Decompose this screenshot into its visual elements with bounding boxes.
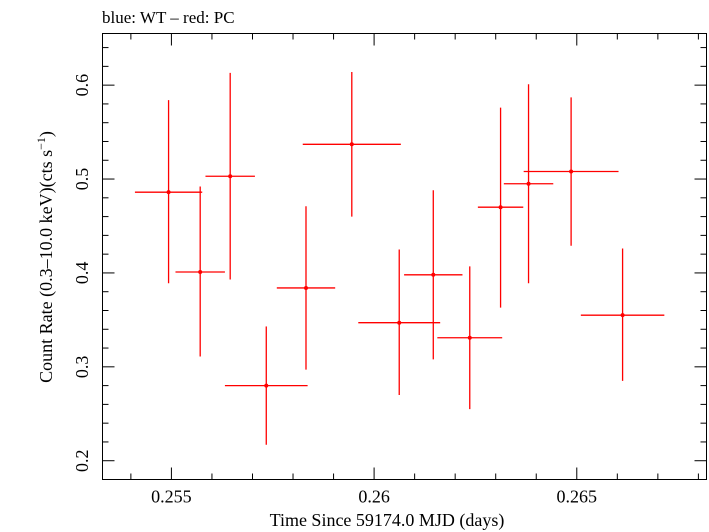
- plot-frame: [102, 33, 707, 480]
- data-point: [503, 84, 554, 284]
- chart-title: blue: WT – red: PC: [102, 8, 235, 27]
- point-marker: [264, 383, 269, 388]
- data-point: [437, 266, 503, 410]
- data-point: [580, 248, 665, 381]
- data-point: [358, 249, 441, 395]
- data-series-pc: [134, 71, 665, 445]
- point-marker: [526, 181, 531, 186]
- y-axis-ticks: [102, 47, 707, 480]
- y-tick-label: 0.4: [72, 262, 92, 285]
- x-axis-ticks: [130, 33, 699, 480]
- data-point: [205, 72, 255, 280]
- data-point: [404, 190, 463, 360]
- x-axis-title: Time Since 59174.0 MJD (days): [270, 510, 505, 531]
- data-point: [276, 206, 336, 370]
- x-tick-label: 0.26: [358, 487, 390, 507]
- point-marker: [349, 142, 354, 147]
- point-marker: [569, 169, 574, 174]
- x-tick-label: 0.265: [557, 487, 598, 507]
- point-marker: [620, 313, 625, 318]
- point-marker: [498, 205, 503, 210]
- point-marker: [303, 285, 308, 290]
- data-point: [302, 71, 401, 217]
- x-axis-tick-labels: 0.255 0.26 0.265: [151, 487, 597, 507]
- y-tick-label: 0.5: [72, 168, 92, 191]
- data-point: [477, 107, 524, 308]
- y-tick-label: 0.2: [72, 449, 92, 472]
- point-marker: [397, 320, 402, 325]
- point-marker: [166, 190, 171, 195]
- y-tick-label: 0.3: [72, 356, 92, 379]
- data-point: [134, 100, 203, 284]
- y-axis-title: Count Rate (0.3–10.0 keV)(cts s−1): [34, 131, 57, 383]
- x-tick-label: 0.255: [151, 487, 192, 507]
- y-axis-tick-labels: 0.2 0.3 0.4 0.5 0.6: [72, 74, 92, 472]
- data-point: [523, 97, 619, 246]
- data-point: [224, 326, 308, 445]
- point-marker: [431, 272, 436, 277]
- data-point: [175, 186, 225, 357]
- y-axis-title-superscript: −1: [34, 137, 48, 150]
- y-axis-title-main: Count Rate (0.3–10.0 keV)(cts s: [36, 150, 57, 383]
- y-axis-title-close: ): [36, 131, 57, 137]
- point-marker: [467, 335, 472, 340]
- point-marker: [228, 174, 233, 179]
- y-tick-label: 0.6: [72, 74, 92, 97]
- point-marker: [198, 269, 203, 274]
